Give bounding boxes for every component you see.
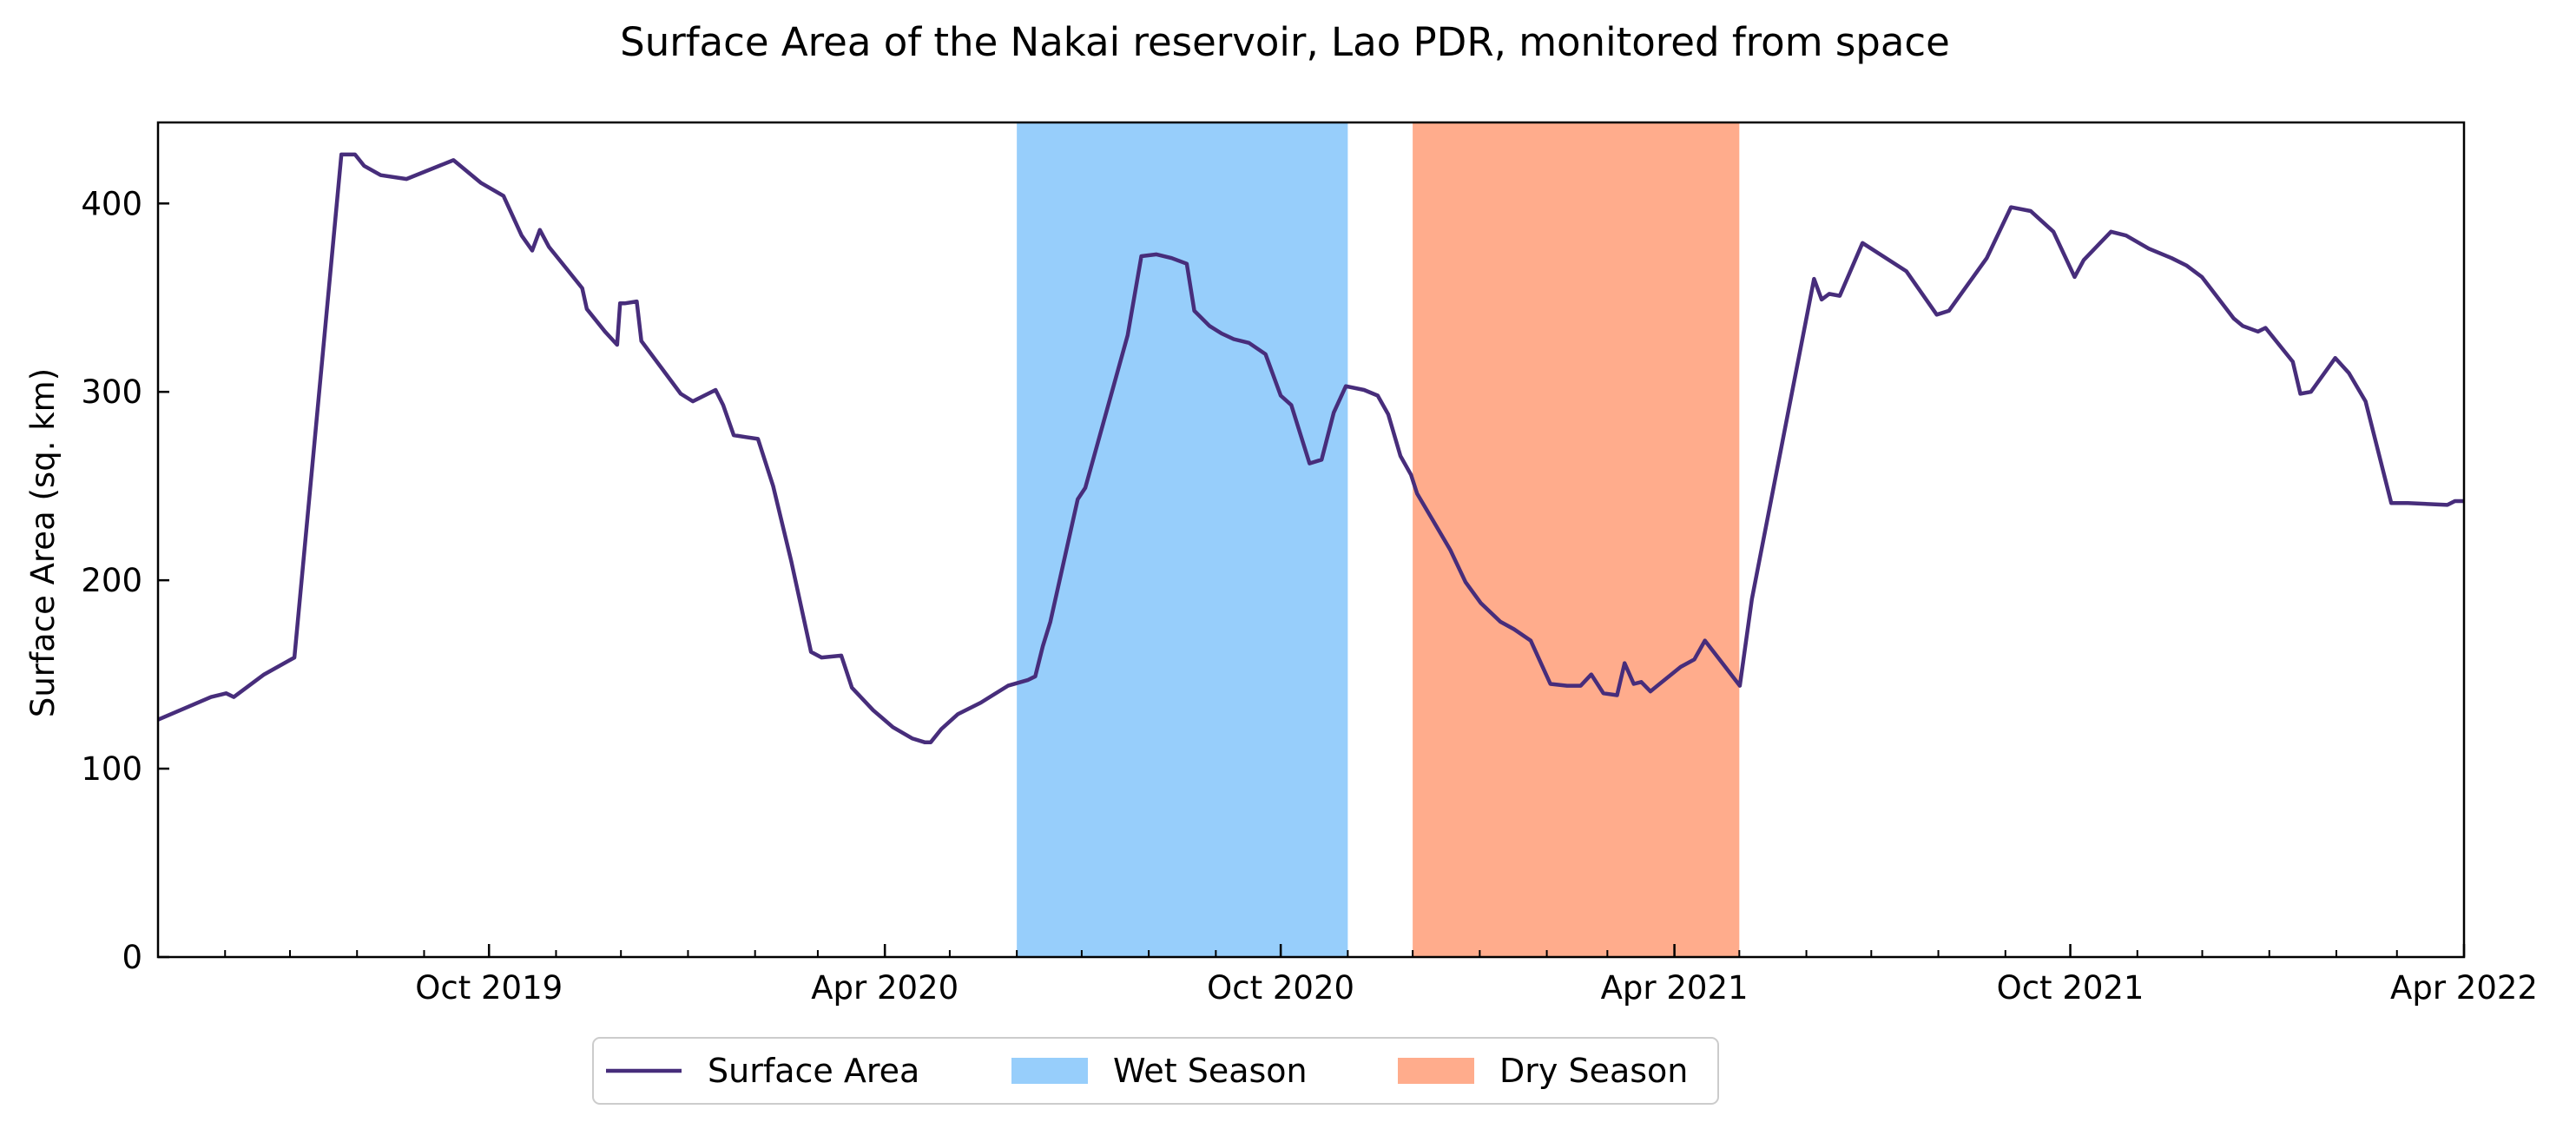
y-tick-label: 100 bbox=[81, 750, 142, 788]
legend-label-dry-season: Dry Season bbox=[1499, 1052, 1688, 1090]
series-line-surface-area bbox=[157, 152, 2464, 744]
legend-label-surface-area: Surface Area bbox=[708, 1052, 919, 1090]
chart-title: Surface Area of the Nakai reservoir, Lao… bbox=[620, 19, 1950, 65]
region-dry-season bbox=[1413, 122, 1740, 957]
legend-swatch-dry-season bbox=[1398, 1058, 1474, 1084]
x-tick-label: Apr 2021 bbox=[1601, 969, 1749, 1007]
y-tick-label: 300 bbox=[81, 373, 142, 411]
legend: Surface Area Wet Season Dry Season bbox=[592, 1037, 1719, 1105]
x-axis: Oct 2019 Apr 2020 Oct 2020 Apr 2021 Oct 2021… bbox=[157, 944, 2538, 1007]
y-axis: 0 100 200 300 400 bbox=[81, 185, 169, 976]
legend-swatch-wet-season bbox=[1011, 1058, 1088, 1084]
y-tick-label: 200 bbox=[81, 562, 142, 599]
x-tick-label: Oct 2020 bbox=[1207, 969, 1354, 1007]
shaded-regions bbox=[1017, 122, 1740, 957]
x-tick-label: Apr 2022 bbox=[2390, 969, 2538, 1007]
y-axis-label: Surface Area (sq. km) bbox=[24, 368, 62, 717]
y-tick-label: 400 bbox=[81, 185, 142, 222]
legend-frame bbox=[592, 1037, 1719, 1105]
series-group bbox=[157, 152, 2464, 744]
x-tick-label: Oct 2019 bbox=[415, 969, 563, 1007]
plot-frame bbox=[156, 121, 2466, 959]
region-wet-season bbox=[1017, 122, 1348, 957]
legend-label-wet-season: Wet Season bbox=[1113, 1052, 1308, 1090]
x-tick-label: Apr 2020 bbox=[811, 969, 959, 1007]
x-tick-label: Oct 2021 bbox=[1997, 969, 2144, 1007]
y-tick-label: 0 bbox=[122, 939, 142, 976]
